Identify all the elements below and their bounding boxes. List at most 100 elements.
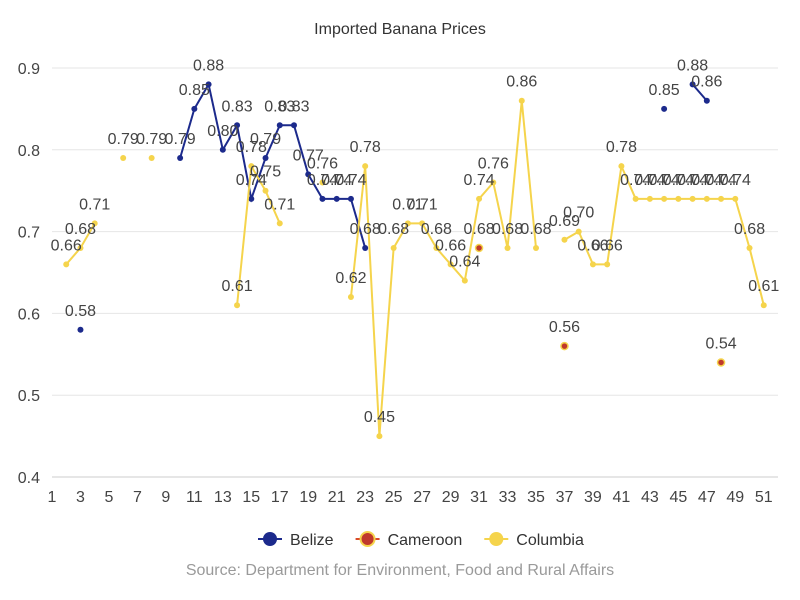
data-point[interactable] [661, 105, 668, 112]
data-label: 0.70 [563, 205, 594, 222]
data-point[interactable] [234, 302, 241, 309]
data-label: 0.74 [663, 172, 694, 189]
data-label: 0.79 [108, 131, 139, 148]
y-tick-label: 0.8 [18, 143, 40, 160]
x-tick-label: 25 [385, 489, 403, 506]
data-label: 0.83 [264, 98, 295, 115]
data-point[interactable] [433, 244, 440, 251]
data-label: 0.64 [449, 254, 480, 271]
data-point[interactable] [476, 195, 483, 202]
data-label: 0.76 [307, 156, 338, 173]
data-point[interactable] [575, 228, 582, 235]
legend-item-belize[interactable]: Belize [258, 532, 334, 549]
data-point[interactable] [347, 195, 354, 202]
data-point[interactable] [533, 244, 539, 251]
data-point[interactable] [91, 220, 98, 227]
data-point[interactable] [63, 261, 70, 268]
legend-item-cameroon[interactable]: Cameroon [355, 531, 463, 549]
source-credit: Source: Department for Environment, Food… [186, 562, 614, 579]
data-point[interactable] [319, 179, 326, 186]
data-point[interactable] [461, 277, 468, 284]
series-columbia [63, 97, 767, 440]
data-point[interactable] [248, 163, 255, 170]
series-layer [63, 81, 767, 440]
data-point[interactable] [419, 220, 426, 227]
data-point[interactable] [390, 244, 397, 251]
data-label: 0.74 [691, 172, 722, 189]
data-point[interactable] [276, 122, 283, 129]
data-point[interactable] [703, 97, 710, 104]
data-point[interactable] [447, 261, 454, 268]
x-tick-label: 43 [641, 489, 659, 506]
data-point[interactable] [262, 187, 269, 194]
data-point[interactable] [177, 154, 184, 161]
data-point[interactable] [703, 195, 710, 202]
y-tick-label: 0.5 [18, 388, 40, 405]
legend-label: Columbia [516, 532, 584, 549]
data-point[interactable] [234, 122, 241, 129]
data-point[interactable] [77, 326, 84, 333]
data-point[interactable] [474, 243, 484, 253]
data-point[interactable] [305, 171, 312, 178]
x-tick-label: 15 [242, 489, 260, 506]
data-point[interactable] [490, 179, 497, 186]
data-point[interactable] [362, 163, 369, 170]
data-point[interactable] [760, 302, 767, 309]
data-label: 0.68 [378, 221, 409, 238]
data-point[interactable] [518, 97, 525, 104]
data-point[interactable] [604, 261, 611, 268]
data-point[interactable] [746, 244, 753, 251]
data-point[interactable] [347, 294, 354, 301]
data-point[interactable] [291, 122, 297, 129]
data-point[interactable] [632, 195, 639, 202]
data-label: 0.71 [407, 196, 438, 213]
data-point[interactable] [732, 195, 739, 202]
data-point[interactable] [618, 163, 625, 170]
data-point[interactable] [191, 105, 198, 112]
data-point[interactable] [376, 433, 383, 440]
data-label: 0.85 [179, 82, 210, 99]
x-tick-label: 5 [104, 489, 113, 506]
data-label: 0.79 [165, 131, 196, 148]
data-label: 0.54 [705, 335, 736, 352]
series-line-segment [236, 162, 281, 306]
data-label: 0.61 [748, 278, 779, 295]
data-point[interactable] [205, 81, 212, 88]
data-point[interactable] [561, 236, 568, 243]
data-label: 0.74 [677, 172, 708, 189]
data-label: 0.45 [364, 409, 395, 426]
data-label: 0.66 [592, 237, 623, 254]
data-point[interactable] [248, 195, 255, 202]
data-point[interactable] [560, 341, 569, 351]
legend-item-columbia[interactable]: Columbia [484, 532, 584, 549]
data-point[interactable] [646, 195, 653, 202]
x-tick-label: 13 [214, 489, 232, 506]
x-tick-label: 31 [470, 489, 488, 506]
data-label: 0.68 [492, 221, 523, 238]
data-point[interactable] [120, 154, 127, 161]
data-point[interactable] [148, 154, 155, 161]
data-point[interactable] [362, 244, 369, 251]
data-point[interactable] [262, 154, 269, 161]
data-label: 0.77 [293, 147, 324, 164]
data-point[interactable] [589, 261, 596, 268]
data-point[interactable] [333, 195, 340, 202]
data-label: 0.58 [65, 303, 96, 320]
data-label: 0.66 [51, 237, 82, 254]
data-point[interactable] [276, 220, 283, 227]
data-point[interactable] [404, 220, 411, 227]
data-label: 0.83 [221, 98, 252, 115]
data-point[interactable] [689, 195, 696, 202]
data-point[interactable] [689, 81, 696, 88]
legend-marker [489, 532, 504, 546]
data-point[interactable] [716, 358, 726, 367]
data-point[interactable] [219, 146, 226, 153]
data-label: 0.68 [734, 221, 765, 238]
data-point[interactable] [718, 195, 725, 202]
data-point[interactable] [504, 244, 511, 251]
data-point[interactable] [661, 195, 668, 202]
data-point[interactable] [675, 195, 682, 202]
data-point[interactable] [319, 195, 326, 202]
legend[interactable]: Belize Cameroon Columbia [258, 531, 584, 549]
data-point[interactable] [77, 244, 84, 251]
